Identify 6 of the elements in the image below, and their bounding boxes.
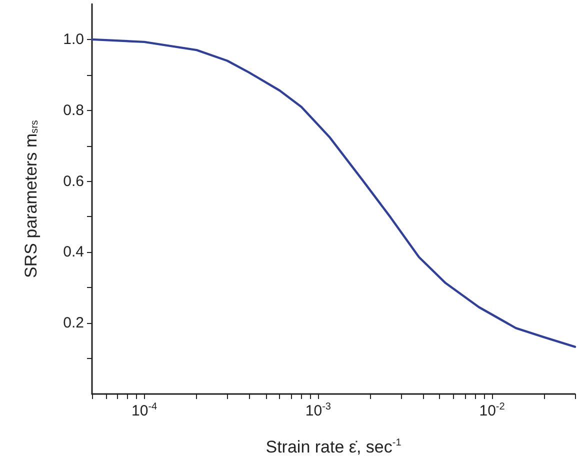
y-tick-label: 0.2 — [63, 314, 84, 332]
y-axis-title: SRS parameters msrs — [22, 120, 40, 278]
y-tick-label: 0.8 — [63, 102, 84, 119]
y-tick-label: 1.0 — [63, 30, 84, 48]
y-tick-label: 0.4 — [63, 244, 84, 261]
y-tick-label: 0.6 — [63, 172, 84, 190]
